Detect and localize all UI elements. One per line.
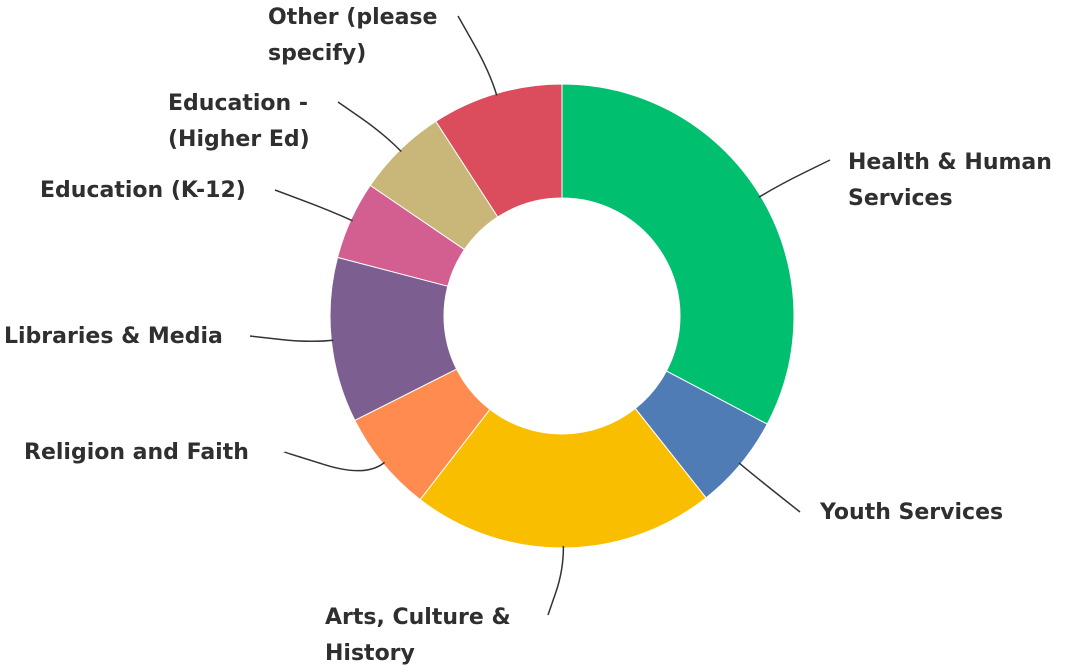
slice-label-line: Services — [848, 186, 953, 211]
leader-line-7 — [457, 15, 498, 96]
slice-label-6: Education - (Higher Ed) — [168, 86, 310, 158]
leader-line-2 — [547, 545, 565, 616]
slice-label-line: Libraries & Media — [4, 324, 223, 349]
slice-label-0: Health & Human Services — [848, 145, 1052, 217]
leader-line-0 — [758, 159, 831, 198]
slice-label-line: Other (please — [268, 5, 438, 30]
slice-label-2: Arts, Culture & History — [325, 600, 511, 672]
leader-line-3 — [283, 451, 386, 472]
slice-label-line: specify) — [268, 41, 367, 66]
slice-0[interactable] — [561, 83, 795, 425]
slice-label-3: Religion and Faith — [24, 435, 249, 471]
leader-line-1 — [738, 462, 801, 513]
slice-label-line: Youth Services — [820, 500, 1004, 525]
slice-label-line: Education (K-12) — [40, 178, 246, 203]
slice-label-4: Libraries & Media — [4, 319, 223, 355]
slice-label-1: Youth Services — [820, 495, 1003, 531]
slice-label-7: Other (please specify) — [268, 0, 437, 72]
slice-label-line: Education - — [168, 91, 308, 116]
leader-line-4 — [249, 335, 334, 343]
slice-label-line: (Higher Ed) — [168, 127, 310, 152]
slice-label-line: History — [325, 641, 415, 666]
leader-line-5 — [274, 189, 353, 222]
slice-label-line: Religion and Faith — [24, 440, 249, 465]
slice-label-5: Education (K-12) — [40, 173, 246, 209]
slice-2[interactable] — [419, 407, 707, 549]
leader-line-6 — [337, 101, 402, 153]
slice-7[interactable] — [435, 83, 563, 218]
slice-label-line: Health & Human — [848, 150, 1052, 175]
slice-label-line: Arts, Culture & — [325, 605, 511, 630]
